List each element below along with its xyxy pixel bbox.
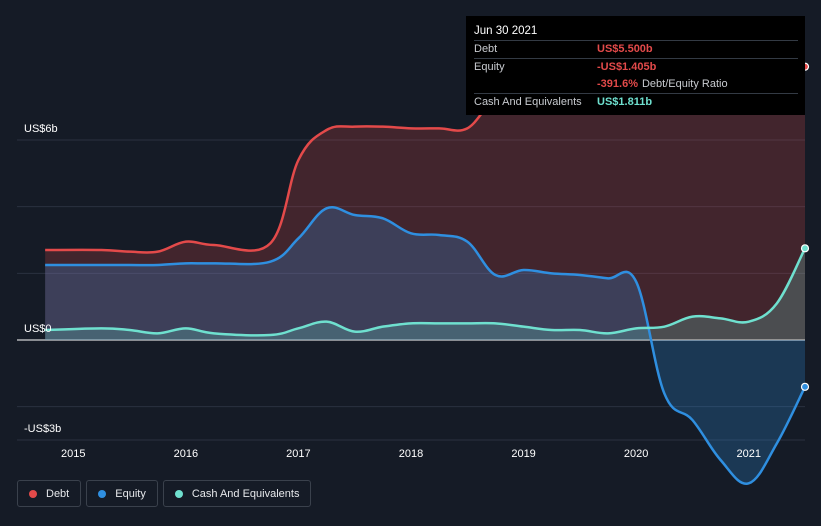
- y-axis-labels: US$6b US$0 -US$3b: [24, 123, 61, 435]
- cash-and-equivalents-area: [45, 248, 805, 340]
- legend-cash-label: Cash And Equivalents: [191, 487, 300, 500]
- series-areas: [45, 48, 805, 484]
- tooltip-date: Jun 30 2021: [474, 25, 538, 37]
- legend-item-cash[interactable]: Cash And Equivalents: [162, 480, 312, 507]
- equity-line: [45, 206, 807, 485]
- x-tick-label: 2020: [624, 448, 648, 460]
- tooltip-cash-value: US$1.811b: [597, 96, 653, 108]
- x-tick-label: 2015: [61, 448, 85, 460]
- legend-equity-label: Equity: [115, 487, 146, 500]
- chart-grid: [17, 139, 805, 441]
- equity-endpoint: [800, 382, 810, 391]
- cash-and-equivalents-line: [45, 247, 807, 337]
- x-tick-label: 2016: [174, 448, 198, 460]
- tooltip-debt-label: Debt: [474, 43, 498, 55]
- tooltip-ratio-label: Debt/Equity Ratio: [641, 78, 728, 90]
- tooltip-cash-row: Cash And Equivalents US$1.811b: [474, 93, 798, 111]
- legend-debt-dot: [29, 489, 37, 498]
- legend-cash-dot: [174, 489, 183, 498]
- tooltip-cash-label: Cash And Equivalents: [474, 96, 582, 108]
- y-tick-label: -US$3b: [24, 423, 61, 435]
- legend-item-debt[interactable]: Debt: [17, 480, 82, 507]
- legend-debt-label: Debt: [46, 487, 70, 500]
- tooltip-debt-row: Debt US$5.500b: [474, 40, 798, 58]
- y-tick-label: US$0: [24, 323, 52, 335]
- x-tick-label: 2019: [511, 448, 535, 460]
- chart-tooltip: Jun 30 2021 Debt US$5.500b Equity -US$1.…: [466, 16, 805, 115]
- x-tick-label: 2018: [399, 448, 423, 460]
- tooltip-equity-row: Equity -US$1.405b: [474, 58, 798, 76]
- x-tick-label: 2017: [286, 448, 310, 460]
- legend-equity-dot: [98, 489, 107, 498]
- tooltip-ratio-row: -391.6% Debt/Equity Ratio: [474, 76, 798, 93]
- y-tick-label: US$6b: [24, 123, 58, 135]
- tooltip-debt-value: US$5.500b: [597, 43, 653, 55]
- tooltip-ratio-value: -391.6%: [597, 78, 638, 90]
- debt-area: [45, 48, 805, 341]
- x-axis-labels: 2015 2016 2017 2018 2019 2020 2021: [61, 448, 761, 460]
- tooltip-equity-value: -US$1.405b: [597, 61, 657, 73]
- chart-legend: Debt Equity Cash And Equivalents: [17, 480, 312, 507]
- legend-item-equity[interactable]: Equity: [86, 480, 158, 507]
- tooltip-equity-label: Equity: [474, 61, 505, 73]
- equity-area: [45, 207, 805, 484]
- x-tick-label: 2021: [736, 448, 760, 460]
- cash-and-equivalents-endpoint: [800, 244, 810, 253]
